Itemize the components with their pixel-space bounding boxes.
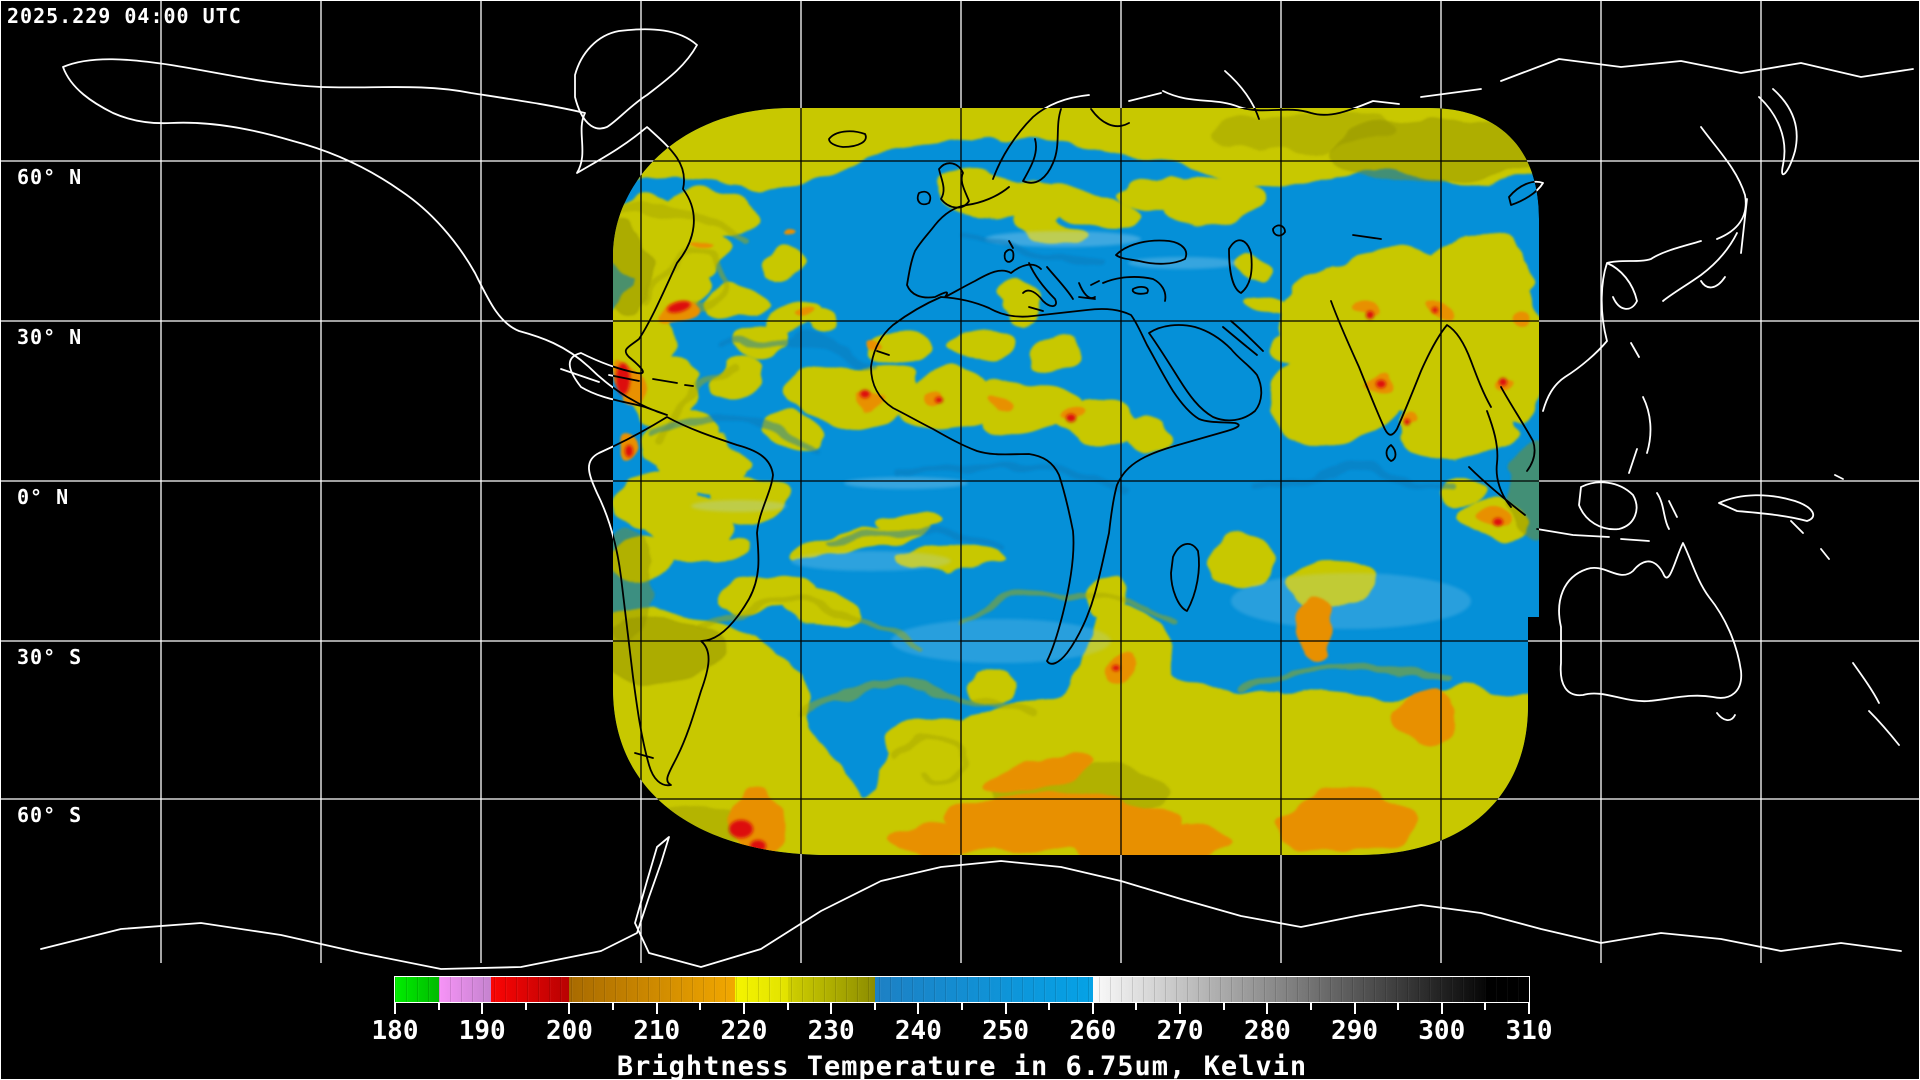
colorbar-tick-label: 230 <box>807 1016 855 1046</box>
colorbar-major-tick <box>1353 1003 1356 1014</box>
colorbar-minor-tick <box>612 1003 615 1010</box>
colorbar-tick-label: 270 <box>1156 1016 1204 1046</box>
colorbar-tick-label: 220 <box>720 1016 768 1046</box>
latitude-label: 60° S <box>17 803 83 827</box>
swath-swirl-texture <box>613 204 1455 778</box>
colorbar-segment-yellow <box>735 977 788 1002</box>
colorbar-major-tick <box>742 1003 745 1014</box>
latitude-label: 30° N <box>17 325 83 349</box>
colorbar-major-tick <box>917 1003 920 1014</box>
colorbar-minor-tick <box>699 1003 702 1010</box>
colorbar-major-tick <box>481 1003 484 1014</box>
colorbar-minor-tick <box>437 1003 440 1010</box>
colorbar-segment-violet <box>438 977 491 1002</box>
colorbar-minor-tick <box>1135 1003 1138 1010</box>
colorbar-segment-red <box>490 977 570 1002</box>
colorbar-segment-green <box>395 977 439 1002</box>
colorbar-segment-grayscale <box>1092 977 1486 1002</box>
colorbar-major-tick <box>1528 1003 1530 1014</box>
satellite-swath <box>613 108 1539 855</box>
colorbar-tick-label: 300 <box>1418 1016 1466 1046</box>
colorbar-minor-tick <box>961 1003 963 1010</box>
colorbar-major-tick <box>1266 1003 1269 1014</box>
colorbar-tick-label: 260 <box>1069 1016 1117 1046</box>
colorbar-major-tick <box>830 1003 833 1014</box>
colorbar-minor-tick <box>1309 1003 1312 1010</box>
colorbar-segment-olive <box>787 977 875 1002</box>
latitude-label: 60° N <box>17 165 83 189</box>
colorbar: 180 190 200 210 220 230 240 250 260 270 280 290 300 3… <box>372 976 1552 1080</box>
latitude-label: 30° S <box>17 645 83 669</box>
colorbar-gradient-bar <box>394 976 1530 1003</box>
colorbar-minor-tick <box>786 1003 789 1010</box>
colorbar-tick-label: 240 <box>894 1016 942 1046</box>
colorbar-tick-label: 310 <box>1505 1016 1553 1046</box>
colorbar-major-tick <box>1091 1003 1094 1014</box>
colorbar-banding-overlay <box>395 977 1529 1002</box>
colorbar-major-tick <box>1004 1003 1007 1014</box>
colorbar-tick-label: 290 <box>1331 1016 1379 1046</box>
colorbar-minor-tick <box>1222 1003 1225 1010</box>
colorbar-segment-black <box>1485 977 1529 1002</box>
colorbar-caption: Brightness Temperature in 6.75um, Kelvin <box>616 1051 1308 1080</box>
colorbar-minor-tick <box>524 1003 527 1010</box>
colorbar-major-tick <box>655 1003 658 1014</box>
timestamp: 2025.229 04:00 UTC <box>7 4 242 28</box>
colorbar-minor-tick <box>1397 1003 1400 1010</box>
colorbar-major-tick <box>568 1003 571 1014</box>
latitude-label: 0° N <box>17 485 70 509</box>
colorbar-minor-tick <box>1484 1003 1487 1010</box>
colorbar-tick-label: 190 <box>458 1016 506 1046</box>
colorbar-major-tick <box>394 1003 396 1014</box>
colorbar-tick-label: 250 <box>982 1016 1030 1046</box>
colorbar-tick-label: 210 <box>633 1016 681 1046</box>
colorbar-minor-tick <box>873 1003 876 1010</box>
colorbar-major-tick <box>1179 1003 1182 1014</box>
colorbar-tick-label: 180 <box>371 1016 419 1046</box>
colorbar-segment-orange <box>569 977 736 1002</box>
colorbar-tick-label: 200 <box>545 1016 593 1046</box>
colorbar-tick-label: 280 <box>1243 1016 1291 1046</box>
graticule-black <box>613 108 1539 855</box>
swath-red-spots <box>616 301 1507 852</box>
colorbar-segment-blue <box>874 977 1093 1002</box>
colorbar-minor-tick <box>1048 1003 1051 1010</box>
colorbar-major-tick <box>1440 1003 1443 1014</box>
